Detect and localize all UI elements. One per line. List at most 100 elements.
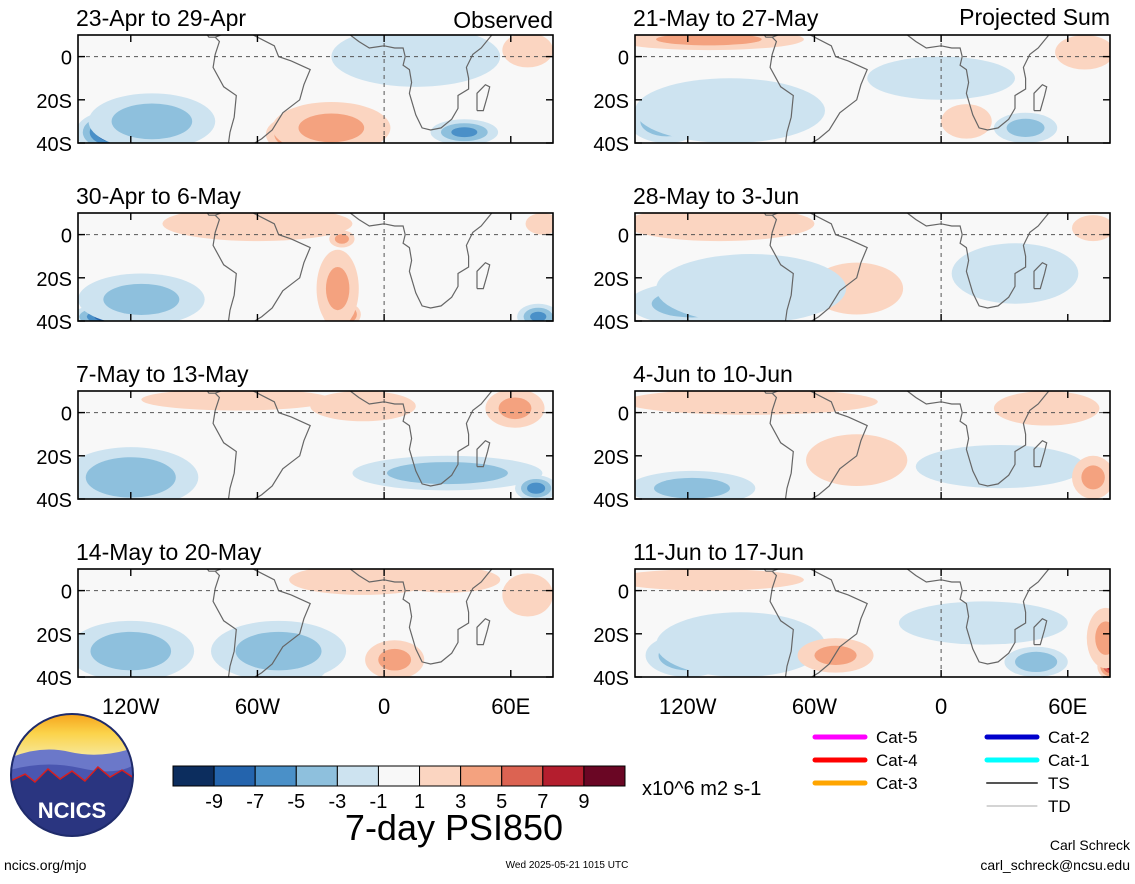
colorbar-swatch: [295, 765, 338, 787]
contour-feature-8-level-1: [525, 213, 553, 235]
panel-title: 21-May to 27-May: [633, 5, 819, 31]
contour-feature-1-level-1: [635, 569, 804, 591]
y-tick-label: 40S: [593, 312, 629, 334]
y-tick-label: 0: [618, 226, 629, 248]
legend-label: TS: [1048, 774, 1070, 793]
contour-feature-5-level-1: [941, 104, 992, 139]
footer-url: ncics.org/mjo: [4, 857, 87, 873]
contour-feature-4-level-2: [1006, 118, 1045, 137]
y-tick-label: 40S: [593, 668, 629, 690]
coastline: [349, 35, 493, 131]
ncics-logo: NCICS: [10, 713, 134, 837]
y-tick-label: 40S: [593, 134, 629, 156]
coastline: [906, 391, 1050, 487]
coastline: [1033, 83, 1048, 112]
x-tick-label: 60E: [491, 694, 530, 719]
y-tick-label: 20S: [593, 625, 629, 647]
contour-feature-7-level-1: [993, 391, 1100, 426]
panel-title: 23-Apr to 29-Apr: [76, 5, 246, 31]
y-tick-label: 40S: [36, 490, 72, 512]
contour-feature-5-level-1: [656, 254, 847, 321]
panel-frame: [77, 34, 554, 144]
footer-timestamp: Wed 2025-05-21 1015 UTC: [506, 860, 629, 871]
y-tick-label: 40S: [36, 134, 72, 156]
contour-feature-2-level-2: [85, 457, 176, 498]
header-projected: Projected Sum: [959, 4, 1110, 30]
contour-feature-5-level-2: [334, 234, 349, 244]
contour-feature-4-level-2: [298, 113, 365, 143]
y-tick-label: 0: [618, 582, 629, 604]
footer-author: Carl Schreck: [1050, 837, 1131, 853]
panel-frame: [77, 390, 554, 500]
colorbar-tick-label: 5: [496, 791, 507, 813]
contour-feature-2-level-2: [103, 283, 180, 315]
contour-feature-1-level-2: [656, 35, 762, 46]
contour-feature-6-level-2: [1015, 651, 1058, 672]
colorbar: -9 -7 -5 -3 -1 1 3 5 7 9: [172, 765, 626, 813]
contour-feature-4-level-3: [527, 482, 546, 494]
coastline: [349, 391, 493, 487]
track-legend: Cat-5 Cat-4 Cat-3 Cat-2 Cat-1 TS TD: [812, 728, 1090, 816]
colorbar-tick-label: -3: [328, 791, 346, 813]
panel-frame: [634, 34, 1111, 144]
panel-frame: [634, 568, 1111, 678]
contour-feature-5-level-2: [498, 397, 532, 420]
y-tick-label: 0: [618, 404, 629, 426]
colorbar-tick-label: -9: [205, 791, 223, 813]
colorbar-swatch: [336, 765, 379, 787]
coastline: [206, 569, 216, 572]
coastline: [476, 617, 491, 646]
y-tick-label: 20S: [36, 91, 72, 113]
y-tick-label: 0: [618, 48, 629, 70]
panel-title: 14-May to 20-May: [76, 539, 262, 565]
y-tick-label: 0: [61, 48, 72, 70]
panel-title: 4-Jun to 10-Jun: [633, 361, 793, 387]
y-tick-label: 40S: [593, 490, 629, 512]
coastline: [763, 35, 773, 38]
legend-label: Cat-1: [1048, 751, 1090, 770]
coastline: [212, 35, 311, 143]
coastline: [349, 213, 493, 309]
panel-frame: [77, 212, 554, 322]
contour-feature-6-level-2: [1081, 465, 1105, 490]
panel-frame: [634, 390, 1111, 500]
y-tick-label: 0: [61, 404, 72, 426]
colorbar-swatch: [172, 765, 215, 787]
coastline: [212, 213, 311, 321]
coastline: [1033, 261, 1048, 290]
colorbar-tick-label: 1: [414, 791, 425, 813]
y-tick-label: 20S: [36, 269, 72, 291]
coastline: [206, 213, 216, 216]
contour-feature-7-level-1: [1072, 215, 1110, 242]
contour-feature-3-level-1: [635, 78, 825, 143]
contour-feature-1-level-1: [635, 391, 878, 415]
y-tick-label: 40S: [36, 668, 72, 690]
panel-title: 7-May to 13-May: [76, 361, 249, 387]
contour-feature-3-level-2: [386, 462, 508, 485]
contour-feature-1-level-1: [635, 213, 815, 242]
coastline: [906, 569, 1050, 665]
coastline: [206, 35, 216, 38]
coastline: [906, 213, 1050, 309]
colorbar-swatch: [254, 765, 297, 787]
footer-email: carl_schreck@ncsu.edu: [980, 857, 1130, 873]
coastline: [769, 569, 868, 677]
colorbar-units: x10^6 m2 s-1: [642, 778, 761, 800]
x-tick-label: 60W: [235, 694, 280, 719]
coastline: [206, 391, 216, 394]
coastline: [476, 261, 491, 290]
coastline: [769, 35, 868, 143]
panel-title: 11-Jun to 17-Jun: [633, 539, 804, 565]
x-tick-label: 60E: [1048, 694, 1087, 719]
contour-feature-4-level-2: [654, 477, 730, 499]
contour-feature-4-level-2: [235, 631, 322, 671]
legend-label: TD: [1048, 797, 1071, 816]
